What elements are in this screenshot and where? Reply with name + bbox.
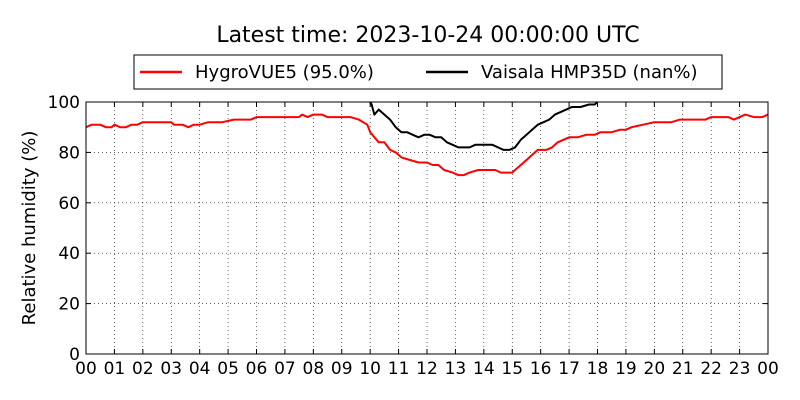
x-tick-label: 17 [558, 359, 580, 379]
grid [86, 102, 768, 354]
x-tick-label: 00 [75, 359, 97, 379]
legend: HygroVUE5 (95.0%) Vaisala HMP35D (nan%) [133, 54, 723, 90]
x-tick-label: 13 [445, 359, 467, 379]
y-tick-label: 0 [69, 345, 80, 365]
y-tick-label: 80 [58, 143, 80, 163]
x-tick-label: 11 [388, 359, 410, 379]
x-tick-label: 20 [644, 359, 666, 379]
x-tick-label: 18 [587, 359, 609, 379]
x-tick-label: 01 [104, 359, 126, 379]
series-line-1 [369, 101, 599, 151]
x-tick-label: 21 [672, 359, 694, 379]
x-tick-label: 00 [757, 359, 779, 379]
x-tick-label: 04 [189, 359, 211, 379]
x-tick-label: 05 [217, 359, 239, 379]
y-tick-label: 100 [48, 93, 80, 113]
x-tick-label: 06 [246, 359, 268, 379]
x-tick-label: 08 [303, 359, 325, 379]
x-tick-label: 09 [331, 359, 353, 379]
x-tick-label: 19 [615, 359, 637, 379]
ticks: 00 01 02 03 04 05 06 07 08 09 10 11 12 13 14 15 16 17 18 19… [48, 93, 779, 379]
legend-label-vaisala: Vaisala HMP35D (nan%) [481, 62, 698, 83]
x-tick-label: 14 [473, 359, 495, 379]
x-tick-label: 12 [416, 359, 438, 379]
x-tick-label: 02 [132, 359, 154, 379]
x-tick-label: 23 [729, 359, 751, 379]
series-line-0 [85, 113, 769, 177]
legend-label-hygrovue5: HygroVUE5 (95.0%) [195, 62, 374, 83]
chart-title: Latest time: 2023-10-24 00:00:00 UTC [216, 23, 639, 48]
x-tick-label: 22 [700, 359, 722, 379]
x-tick-label: 10 [359, 359, 381, 379]
y-tick-label: 60 [58, 194, 80, 214]
plot-frame [85, 101, 769, 355]
x-tick-label: 07 [274, 359, 296, 379]
x-tick-label: 03 [160, 359, 182, 379]
series-lines [85, 101, 769, 177]
y-tick-label: 20 [58, 295, 80, 315]
x-tick-label: 16 [530, 359, 552, 379]
y-axis-label: Relative humidity (%) [19, 131, 40, 326]
x-tick-label: 15 [501, 359, 523, 379]
y-tick-label: 40 [58, 244, 80, 264]
